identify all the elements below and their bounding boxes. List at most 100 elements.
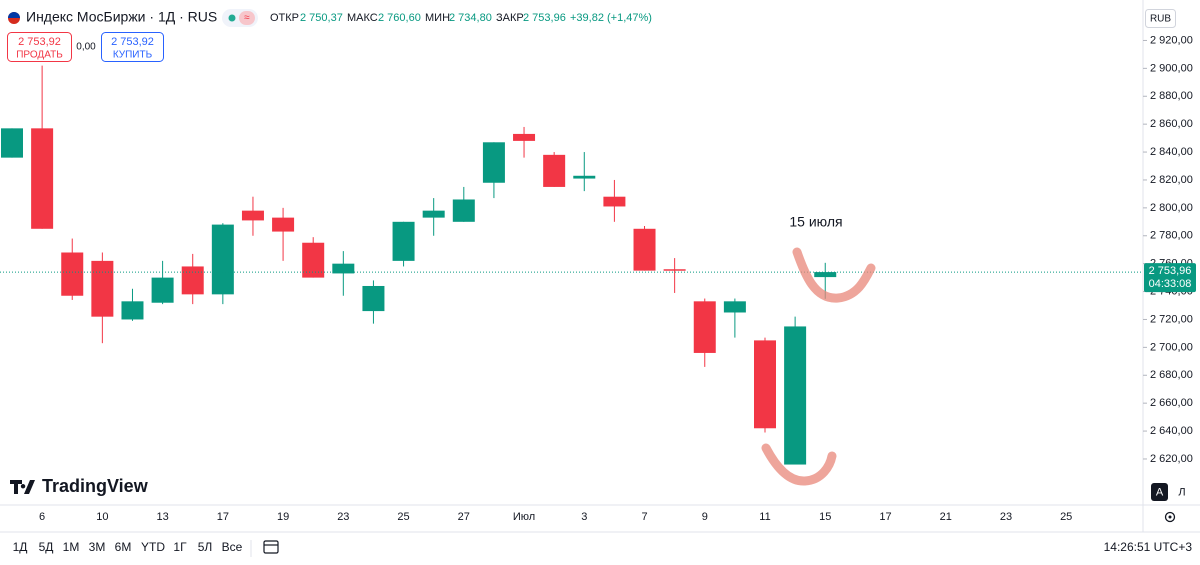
candle-body bbox=[61, 252, 84, 296]
y-tick-label: 2 660,00 bbox=[1150, 397, 1193, 409]
status-icon: ≈ bbox=[244, 13, 250, 24]
currency[interactable]: RUB bbox=[1150, 14, 1171, 25]
legend-value: 2 753,96 bbox=[523, 12, 566, 24]
candle-body bbox=[91, 260, 114, 317]
y-tick-label: 2 860,00 bbox=[1150, 118, 1193, 130]
sell-button[interactable] bbox=[7, 32, 72, 62]
legend-label: ОТКР bbox=[270, 12, 299, 24]
range-button[interactable]: 5Л bbox=[198, 540, 213, 554]
y-tick-label: 2 720,00 bbox=[1150, 313, 1193, 325]
candle-body bbox=[663, 269, 686, 271]
status-badge bbox=[239, 11, 255, 25]
highlight-stroke bbox=[761, 443, 837, 486]
x-tick-label: 21 bbox=[940, 511, 952, 523]
candle-body bbox=[392, 221, 415, 261]
candle-body bbox=[452, 199, 475, 222]
y-tick-label: 2 840,00 bbox=[1150, 146, 1193, 158]
candle-body bbox=[603, 196, 626, 207]
last-price-label: 2 753,96 bbox=[1149, 265, 1192, 277]
x-tick-label: 23 bbox=[1000, 511, 1012, 523]
flag-icon bbox=[8, 12, 20, 18]
auto-scale-button[interactable] bbox=[1151, 483, 1168, 501]
settings-icon[interactable] bbox=[1168, 515, 1172, 519]
candle-body bbox=[422, 210, 445, 218]
candle-body bbox=[723, 301, 746, 313]
candle-body bbox=[693, 301, 716, 353]
candle-body bbox=[573, 175, 596, 179]
buy-price[interactable]: 2 753,92 bbox=[111, 36, 154, 48]
candle-body bbox=[784, 326, 807, 465]
settings-icon[interactable] bbox=[1164, 511, 1176, 523]
log-scale-label[interactable]: Л bbox=[1178, 486, 1185, 498]
annotation: 15 июля bbox=[789, 214, 842, 230]
clock: 14:26:51 UTC+3 bbox=[1104, 540, 1193, 554]
y-tick-label: 2 820,00 bbox=[1150, 174, 1193, 186]
legend-value: 2 750,37 bbox=[300, 12, 343, 24]
brand-logo bbox=[10, 480, 35, 494]
candle-body bbox=[121, 301, 144, 320]
auto-scale-label[interactable]: A bbox=[1156, 486, 1164, 498]
x-tick-label: 7 bbox=[641, 511, 647, 523]
candle-body bbox=[211, 224, 234, 295]
range-button[interactable]: Все bbox=[222, 540, 243, 554]
currency-button[interactable] bbox=[1145, 9, 1176, 28]
candle-body bbox=[543, 154, 566, 187]
candle-body bbox=[362, 285, 385, 312]
range-buttons: 1Д 5Д 1М 3М 6М YTD 1Г 5Л Все bbox=[13, 540, 243, 554]
y-tick-label: 2 900,00 bbox=[1150, 62, 1193, 74]
x-tick-label: 27 bbox=[458, 511, 470, 523]
brand-name: TradingView bbox=[42, 476, 149, 496]
x-tick-label: 19 bbox=[277, 511, 289, 523]
date-range-icon[interactable] bbox=[263, 540, 279, 554]
candle-body bbox=[482, 142, 505, 183]
y-tick-label: 2 920,00 bbox=[1150, 34, 1193, 46]
x-tick-label: 13 bbox=[156, 511, 168, 523]
x-tick-label: 9 bbox=[702, 511, 708, 523]
candle-body bbox=[513, 133, 536, 141]
candle-body bbox=[302, 242, 325, 278]
buy-button[interactable] bbox=[101, 32, 164, 62]
range-button[interactable]: YTD bbox=[141, 540, 165, 554]
sell-label[interactable]: ПРОДАТЬ bbox=[16, 50, 63, 61]
spread: 0,00 bbox=[76, 42, 96, 53]
candle-body bbox=[633, 228, 656, 271]
y-tick-label: 2 620,00 bbox=[1150, 453, 1193, 465]
range-button[interactable]: 1М bbox=[63, 540, 80, 554]
plot-area bbox=[0, 65, 1143, 465]
x-tick-label: 17 bbox=[879, 511, 891, 523]
buy-label[interactable]: КУПИТЬ bbox=[113, 50, 153, 61]
status-dot bbox=[228, 14, 236, 22]
legend-value: 2 760,60 bbox=[378, 12, 421, 24]
candle-body bbox=[272, 217, 295, 232]
y-tick-label: 2 800,00 bbox=[1150, 202, 1193, 214]
range-button[interactable]: 1Г bbox=[173, 540, 187, 554]
legend-label: МАКС bbox=[347, 12, 378, 24]
x-tick-label: 23 bbox=[337, 511, 349, 523]
x-tick-label: 6 bbox=[39, 511, 45, 523]
countdown: 04:33:08 bbox=[1149, 278, 1192, 290]
legend-label: ЗАКР bbox=[496, 12, 524, 24]
x-tick-label: 15 bbox=[819, 511, 831, 523]
range-button[interactable]: 5Д bbox=[39, 540, 54, 554]
x-tick-label: 10 bbox=[96, 511, 108, 523]
sell-price[interactable]: 2 753,92 bbox=[18, 36, 61, 48]
candle-body bbox=[1, 128, 23, 158]
symbol-title: Индекс МосБиржи · 1Д · RUS bbox=[26, 9, 217, 25]
range-button[interactable]: 6М bbox=[115, 540, 132, 554]
range-button[interactable]: 1Д bbox=[13, 540, 28, 554]
candle-body bbox=[814, 272, 837, 278]
legend-change: +39,82 (+1,47%) bbox=[570, 12, 652, 24]
x-tick-label: 25 bbox=[1060, 511, 1072, 523]
candle-body bbox=[151, 277, 174, 303]
highlight-stroke bbox=[792, 247, 876, 303]
candle-body bbox=[332, 263, 355, 274]
x-tick-label: 11 bbox=[759, 511, 770, 523]
y-tick-label: 2 680,00 bbox=[1150, 369, 1193, 381]
candle-body bbox=[31, 128, 54, 229]
candle-body bbox=[181, 266, 204, 295]
range-button[interactable]: 3М bbox=[89, 540, 106, 554]
candle-body bbox=[241, 210, 264, 221]
x-tick-label: Июл bbox=[513, 511, 535, 523]
x-tick-label: 17 bbox=[217, 511, 229, 523]
